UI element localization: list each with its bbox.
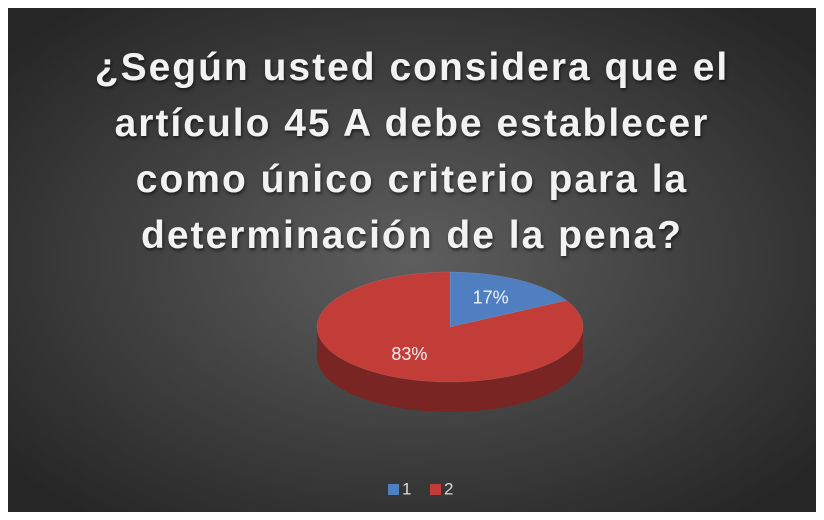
legend-label: 1 bbox=[402, 479, 411, 498]
chart-title: ¿Según usted considera que el artículo 4… bbox=[94, 46, 730, 257]
pie-slice-side bbox=[317, 327, 583, 412]
pie-slice bbox=[316, 271, 584, 383]
chart-background bbox=[8, 8, 816, 512]
legend-swatch bbox=[430, 484, 441, 495]
data-label: 17% bbox=[473, 287, 509, 307]
legend-swatch bbox=[388, 484, 399, 495]
legend-label: 2 bbox=[444, 479, 453, 498]
pie bbox=[316, 271, 584, 412]
pie-slice bbox=[449, 271, 568, 328]
data-label: 83% bbox=[391, 344, 427, 364]
